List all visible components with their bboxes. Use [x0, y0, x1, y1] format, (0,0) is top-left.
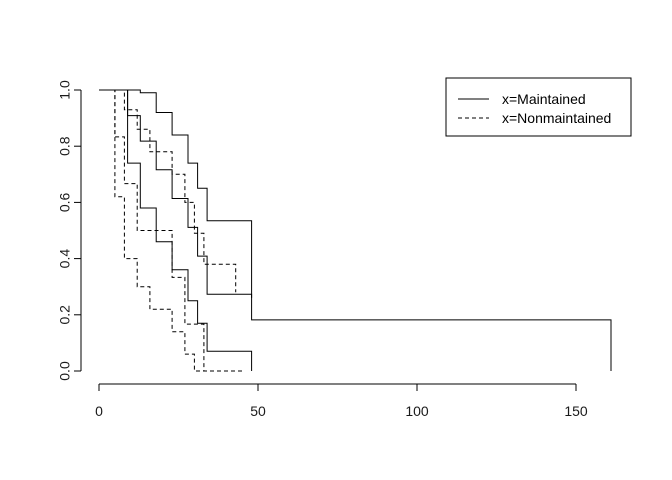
y-axis: 0.0 0.2 0.4 0.6 0.8 1.0 — [57, 80, 82, 381]
curve-maintained-upper — [99, 89, 253, 298]
curve-maintained-estimate — [99, 89, 612, 371]
y-tick-label: 0.2 — [57, 305, 73, 325]
y-tick-label: 0.6 — [57, 192, 73, 212]
x-tick-label: 150 — [564, 403, 588, 419]
legend-box — [445, 77, 632, 137]
y-tick-label: 0.4 — [57, 249, 73, 269]
x-tick-label: 50 — [250, 403, 266, 419]
x-tick-label: 0 — [95, 403, 103, 419]
curves-group — [99, 89, 612, 372]
x-axis: 0 50 100 150 — [95, 383, 588, 419]
curve-nonmaintained-upper — [99, 89, 237, 293]
legend-label-nonmaintained: x=Nonmaintained — [502, 110, 611, 126]
curve-nonmaintained-lower — [99, 89, 236, 372]
x-tick-label: 100 — [405, 403, 429, 419]
y-tick-label: 1.0 — [57, 80, 73, 100]
y-tick-label: 0.0 — [57, 361, 73, 381]
legend-label-maintained: x=Maintained — [502, 91, 586, 107]
legend: x=Maintained x=Nonmaintained — [445, 77, 632, 137]
y-tick-label: 0.8 — [57, 136, 73, 156]
